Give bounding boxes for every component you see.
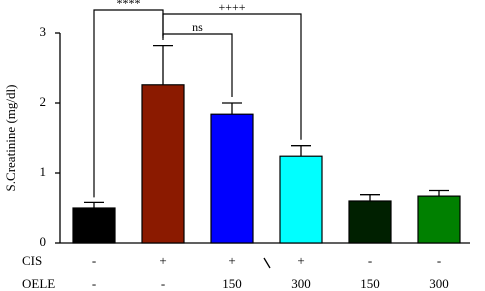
row-value: + <box>159 253 166 268</box>
row-label: OELE <box>22 276 55 291</box>
row-value: - <box>368 253 372 268</box>
bar <box>279 155 323 244</box>
bar <box>210 113 254 244</box>
significance-label: ns <box>192 20 203 34</box>
row-value: 150 <box>360 276 380 291</box>
bar <box>72 207 116 244</box>
row-value: - <box>161 276 165 291</box>
row-value: - <box>92 253 96 268</box>
bar <box>141 84 185 244</box>
row-value: + <box>297 253 304 268</box>
y-tick-label: 2 <box>40 94 47 109</box>
row-value: 300 <box>291 276 311 291</box>
row-label: CIS <box>22 253 42 268</box>
y-tick-label: 3 <box>40 24 47 39</box>
bar <box>417 195 461 244</box>
row-value: 150 <box>222 276 242 291</box>
y-tick-label: 1 <box>40 164 47 179</box>
significance-label: ++++ <box>218 0 245 14</box>
y-axis-label: S.Creatinine (mg/dl) <box>3 85 18 192</box>
break-mark <box>263 257 271 269</box>
row-value: - <box>437 253 441 268</box>
significance-label: **** <box>117 0 141 10</box>
bar <box>348 200 392 244</box>
y-tick-label: 0 <box>40 234 47 249</box>
row-value: 300 <box>429 276 449 291</box>
row-value: - <box>92 276 96 291</box>
significance-bracket <box>162 13 302 140</box>
row-value: + <box>228 253 235 268</box>
